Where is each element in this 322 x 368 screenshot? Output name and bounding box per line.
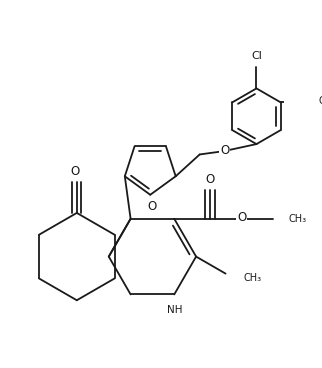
Text: O: O [205,173,215,186]
Text: NH: NH [166,305,182,315]
Text: Cl: Cl [251,51,262,61]
Text: CH₃: CH₃ [288,214,306,224]
Text: O: O [220,144,230,156]
Text: O: O [148,200,157,213]
Text: O: O [70,165,79,178]
Text: CH₃: CH₃ [319,96,322,106]
Text: CH₃: CH₃ [243,273,261,283]
Text: O: O [237,211,246,224]
